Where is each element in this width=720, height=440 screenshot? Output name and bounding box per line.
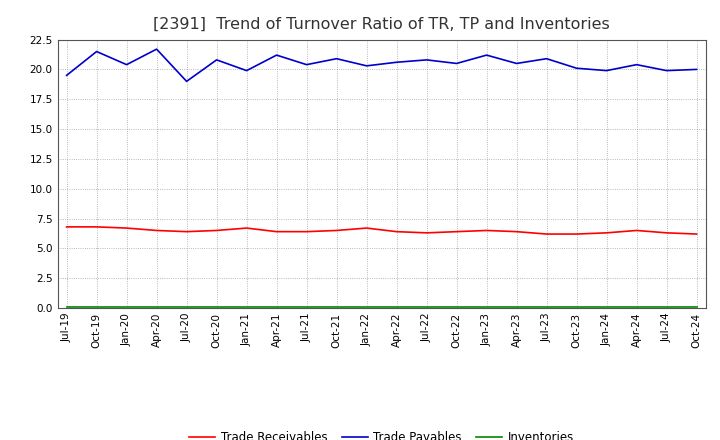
Trade Receivables	[333, 228, 341, 233]
Trade Payables	[662, 68, 671, 73]
Inventories	[452, 305, 461, 310]
Trade Payables	[693, 67, 701, 72]
Line: Trade Receivables: Trade Receivables	[66, 227, 697, 234]
Trade Payables	[392, 60, 401, 65]
Trade Receivables	[122, 225, 131, 231]
Trade Payables	[452, 61, 461, 66]
Inventories	[153, 305, 161, 310]
Inventories	[122, 305, 131, 310]
Inventories	[182, 305, 191, 310]
Trade Payables	[632, 62, 641, 67]
Trade Payables	[212, 57, 221, 62]
Trade Receivables	[572, 231, 581, 237]
Trade Payables	[272, 52, 281, 58]
Trade Payables	[153, 47, 161, 52]
Trade Payables	[542, 56, 551, 61]
Inventories	[482, 305, 491, 310]
Trade Payables	[62, 73, 71, 78]
Trade Payables	[92, 49, 101, 54]
Trade Receivables	[272, 229, 281, 234]
Inventories	[333, 305, 341, 310]
Inventories	[212, 305, 221, 310]
Legend: Trade Receivables, Trade Payables, Inventories: Trade Receivables, Trade Payables, Inven…	[184, 427, 579, 440]
Trade Receivables	[452, 229, 461, 234]
Trade Receivables	[92, 224, 101, 230]
Trade Payables	[482, 52, 491, 58]
Trade Payables	[122, 62, 131, 67]
Trade Payables	[242, 68, 251, 73]
Trade Receivables	[542, 231, 551, 237]
Trade Receivables	[632, 228, 641, 233]
Inventories	[602, 305, 611, 310]
Trade Payables	[602, 68, 611, 73]
Trade Receivables	[242, 225, 251, 231]
Inventories	[572, 305, 581, 310]
Trade Receivables	[62, 224, 71, 230]
Inventories	[362, 305, 371, 310]
Line: Trade Payables: Trade Payables	[66, 49, 697, 81]
Trade Receivables	[693, 231, 701, 237]
Trade Payables	[362, 63, 371, 69]
Inventories	[242, 305, 251, 310]
Inventories	[302, 305, 311, 310]
Trade Receivables	[513, 229, 521, 234]
Trade Receivables	[212, 228, 221, 233]
Inventories	[632, 305, 641, 310]
Inventories	[662, 305, 671, 310]
Title: [2391]  Trend of Turnover Ratio of TR, TP and Inventories: [2391] Trend of Turnover Ratio of TR, TP…	[153, 16, 610, 32]
Trade Receivables	[302, 229, 311, 234]
Inventories	[62, 305, 71, 310]
Trade Receivables	[422, 230, 431, 235]
Inventories	[92, 305, 101, 310]
Trade Receivables	[182, 229, 191, 234]
Inventories	[542, 305, 551, 310]
Inventories	[513, 305, 521, 310]
Trade Receivables	[482, 228, 491, 233]
Trade Payables	[182, 79, 191, 84]
Trade Receivables	[602, 230, 611, 235]
Inventories	[272, 305, 281, 310]
Trade Payables	[302, 62, 311, 67]
Trade Payables	[422, 57, 431, 62]
Trade Payables	[513, 61, 521, 66]
Trade Receivables	[153, 228, 161, 233]
Trade Payables	[333, 56, 341, 61]
Trade Receivables	[662, 230, 671, 235]
Trade Receivables	[392, 229, 401, 234]
Inventories	[392, 305, 401, 310]
Inventories	[422, 305, 431, 310]
Inventories	[693, 305, 701, 310]
Trade Payables	[572, 66, 581, 71]
Trade Receivables	[362, 225, 371, 231]
